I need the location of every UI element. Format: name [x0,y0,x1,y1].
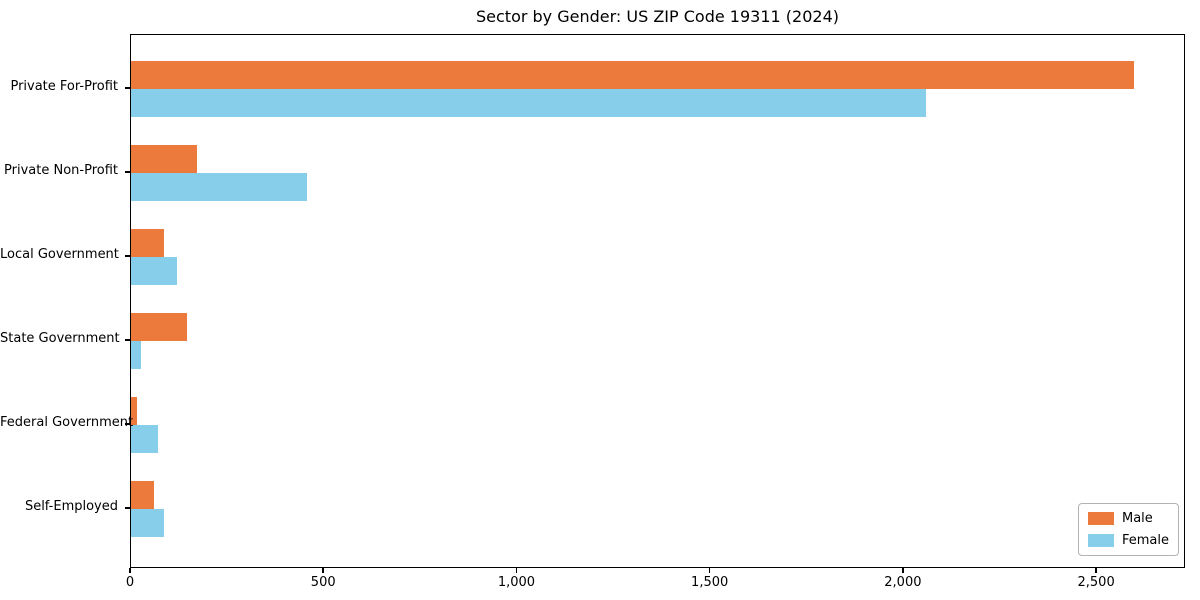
bar-male-self-employed [131,481,155,509]
bar-female-self-employed [131,509,164,537]
y-tick-label-private-non-profit: Private Non-Profit [4,163,118,178]
y-tick-self-employed [125,507,130,509]
y-tick-federal-government [125,423,130,425]
x-tick-label-2500: 2,500 [1077,575,1115,590]
bar-male-local-government [131,229,164,257]
legend-label-male: Male [1121,511,1153,526]
y-tick-local-government [125,255,130,257]
bar-male-state-government [131,313,187,341]
bar-female-federal-government [131,425,158,453]
legend-item-female: Female [1087,533,1169,548]
y-tick-private-for-profit [125,87,130,89]
legend-label-female: Female [1121,533,1169,548]
bar-male-private-non-profit [131,145,197,173]
x-tick-label-500: 500 [310,575,336,590]
y-tick-label-private-for-profit: Private For-Profit [10,79,118,94]
x-tick-0 [129,568,131,573]
bar-female-local-government [131,257,178,285]
y-tick-label-state-government: State Government [0,331,120,346]
bar-male-federal-government [131,397,137,425]
x-tick-2500 [1095,568,1097,573]
x-tick-2000 [902,568,904,573]
y-tick-private-non-profit [125,171,130,173]
x-tick-500 [322,568,324,573]
bar-female-private-for-profit [131,89,926,117]
chart-title: Sector by Gender: US ZIP Code 19311 (202… [476,7,839,26]
bar-female-state-government [131,341,141,369]
y-tick-state-government [125,339,130,341]
bar-female-private-non-profit [131,173,307,201]
y-tick-label-self-employed: Self-Employed [24,499,118,514]
x-tick-label-2000: 2,000 [884,575,922,590]
x-tick-1500 [708,568,711,573]
legend-item-male: Male [1087,511,1169,526]
legend-swatch-female [1087,534,1114,547]
plot-area: Male Female [130,34,1185,568]
legend-swatch-male [1087,512,1114,525]
y-tick-label-local-government: Local Government [0,247,119,262]
x-tick-1000 [515,568,518,573]
x-tick-label-0: 0 [125,575,135,590]
x-tick-label-1500: 1,500 [691,575,729,590]
bar-male-private-for-profit [131,61,1134,89]
legend: Male Female [1077,503,1179,556]
y-tick-label-federal-government: Federal Government [0,415,134,430]
x-tick-label-1000: 1,000 [497,575,536,590]
